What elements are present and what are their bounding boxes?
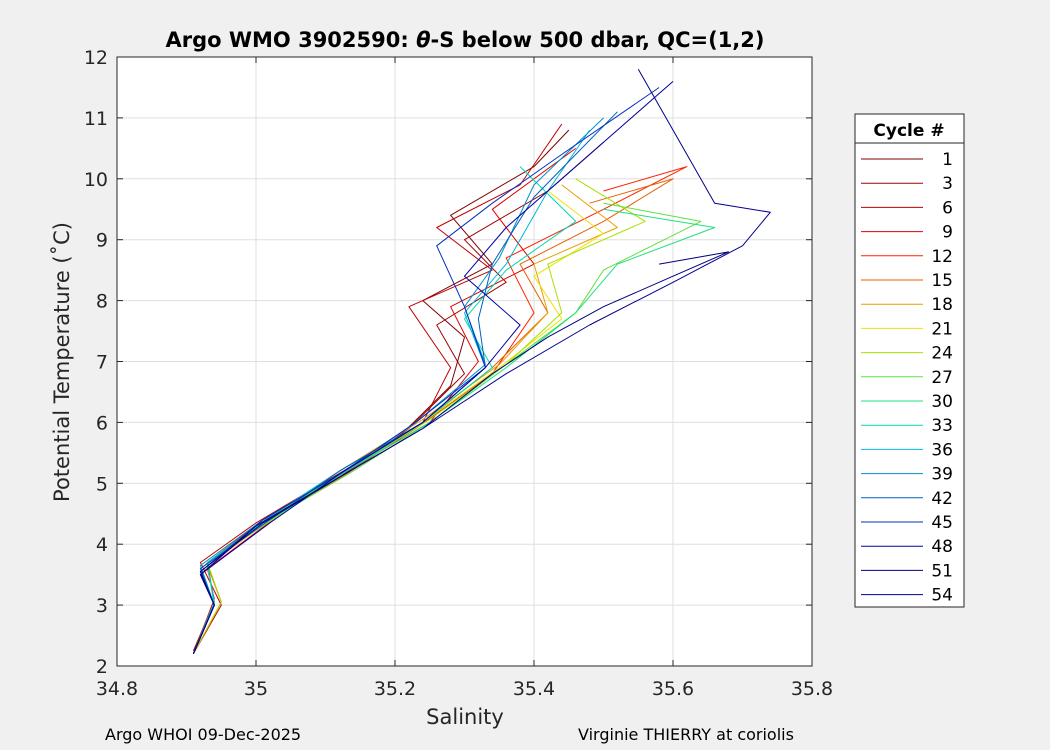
legend-label: 12 [931,247,953,267]
legend-label: 24 [931,344,953,364]
legend-label: 39 [931,465,953,485]
y-tick-label: 5 [96,473,108,495]
x-tick-label: 35 [244,678,268,700]
legend-label: 9 [942,223,953,243]
y-tick-label: 2 [96,656,108,678]
footer-left: Argo WHOI 09-Dec-2025 [105,725,302,744]
x-tick-label: 34.8 [96,678,138,700]
x-tick-label: 35.8 [791,678,833,700]
y-tick-label: 3 [96,595,108,617]
legend-label: 48 [931,537,953,557]
y-tick-label: 6 [96,412,108,434]
x-tick-label: 35.6 [652,678,694,700]
legend-label: 33 [931,416,953,436]
data-series [192,68,771,655]
legend-label: 36 [931,440,953,460]
legend-label: 30 [931,392,953,412]
x-tick-label: 35.2 [374,678,416,700]
footer-right: Virginie THIERRY at coriolis [578,725,794,744]
profile-line [192,178,646,655]
profile-line [192,123,563,655]
legend-label: 21 [931,319,953,339]
axis-ticks: 34.8 35 35.2 35.4 35.6 35.8 2 3 4 5 6 7 8 9 10 11 12 [84,47,833,700]
legend-label: 6 [942,198,953,218]
legend-label: 18 [931,295,953,315]
y-tick-label: 4 [96,534,108,556]
y-axis-label: Potential Temperature (˚C) [50,222,74,502]
legend-label: 15 [931,271,953,291]
x-tick-label: 35.4 [513,678,555,700]
legend-label: 27 [931,368,953,388]
legend-label: 1 [942,150,953,170]
y-tick-label: 7 [96,352,108,374]
legend-label: 42 [931,489,953,509]
legend-box [854,113,965,608]
legend-label: 51 [931,561,953,581]
profile-line [192,251,730,654]
y-tick-label: 9 [96,230,108,252]
legend-label: 54 [931,586,953,606]
y-tick-label: 11 [84,108,108,130]
legend-title: Cycle # [873,121,944,141]
x-axis-label: Salinity [426,705,504,729]
legend-label: 45 [931,513,953,533]
y-tick-label: 10 [84,169,108,191]
y-tick-label: 12 [84,47,108,69]
legend: Cycle # 13691215182124273033363942454851… [854,113,965,608]
profile-line [192,68,771,654]
legend-label: 3 [942,174,953,194]
chart-title: Argo WMO 3902590: θ-S below 500 dbar, QC… [165,28,764,52]
y-tick-label: 8 [96,291,108,313]
